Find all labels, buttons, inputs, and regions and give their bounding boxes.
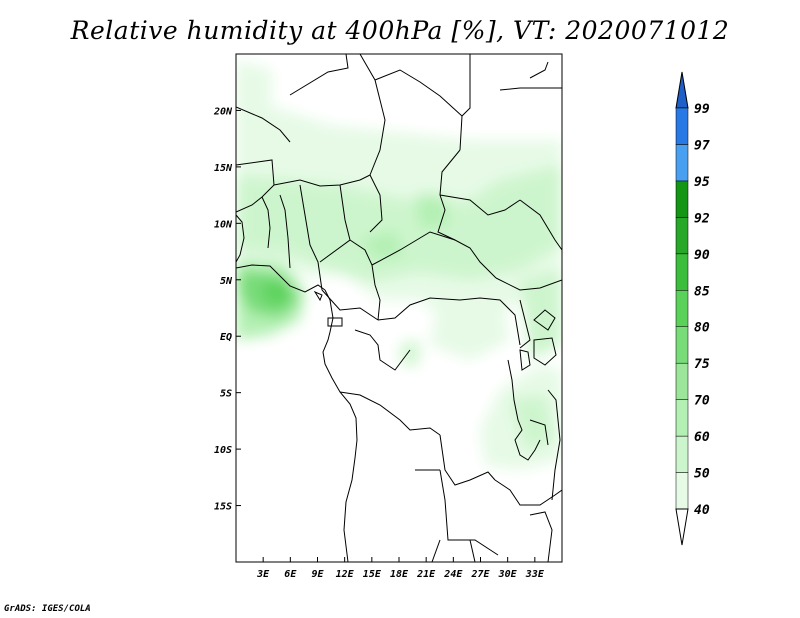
colorbar-segment [675,290,689,327]
lon-tick-label: 27E [470,569,490,580]
colorbar-label: 97 [694,138,710,153]
latitude-ticks: 20N 15N 10N 5N EQ 5S 10S 15S [213,106,241,513]
colorbar-segment [675,362,689,400]
colorbar-segment [675,326,689,364]
lon-tick-label: 33E [525,569,545,580]
colorbar-segment [675,107,689,145]
colorbar-segment [675,253,689,291]
longitude-ticks: 3E 6E 9E 12E 15E 18E 21E 24E 27E 30E 33E [256,557,545,580]
lat-tick-label: EQ [220,332,232,343]
colorbar-label: 50 [694,467,710,482]
lon-tick-label: 3E [256,569,270,580]
colorbar-label: 40 [694,503,710,518]
lat-tick-label: 5N [220,276,233,287]
lon-tick-label: 18E [390,569,409,580]
colorbar-segment [675,472,689,510]
colorbar-top-triangle [675,71,689,109]
lon-tick-label: 12E [336,569,355,580]
colorbar-segment [675,144,689,182]
lat-tick-label: 10N [214,219,233,230]
lon-tick-label: 9E [311,569,324,580]
colorbar-segment [675,399,689,437]
lon-tick-label: 6E [284,569,297,580]
colorbar-label: 70 [694,394,710,409]
colorbar-label: 90 [694,248,710,263]
chart-title: Relative humidity at 400hPa [%], VT: 202… [70,16,730,45]
lon-tick-label: 15E [363,569,382,580]
lat-tick-label: 10S [214,445,232,456]
colorbar-label: 80 [694,321,710,336]
lat-tick-label: 5S [220,389,232,400]
colorbar-label: 95 [694,175,710,190]
humidity-shading [236,60,562,470]
colorbar-label: 92 [694,211,710,226]
grads-credit: GrADS: IGES/COLA [4,604,91,614]
colorbar-label: 60 [694,430,710,445]
lat-tick-label: 20N [213,106,233,117]
lon-tick-label: 30E [498,569,518,580]
colorbar-label: 85 [694,284,710,299]
colorbar: 40 50 60 70 75 80 85 90 92 95 97 99 [675,71,710,546]
colorbar-segment [675,217,689,255]
lon-tick-label: 24E [443,569,463,580]
colorbar-segment [675,180,689,218]
colorbar-bottom-triangle [675,508,689,546]
colorbar-label: 99 [694,102,710,117]
country-borders [236,54,562,562]
colorbar-segment [675,435,689,473]
colorbar-label: 75 [694,357,710,372]
lon-tick-label: 21E [416,569,436,580]
lat-tick-label: 15N [214,163,233,174]
lat-tick-label: 15S [214,502,232,513]
